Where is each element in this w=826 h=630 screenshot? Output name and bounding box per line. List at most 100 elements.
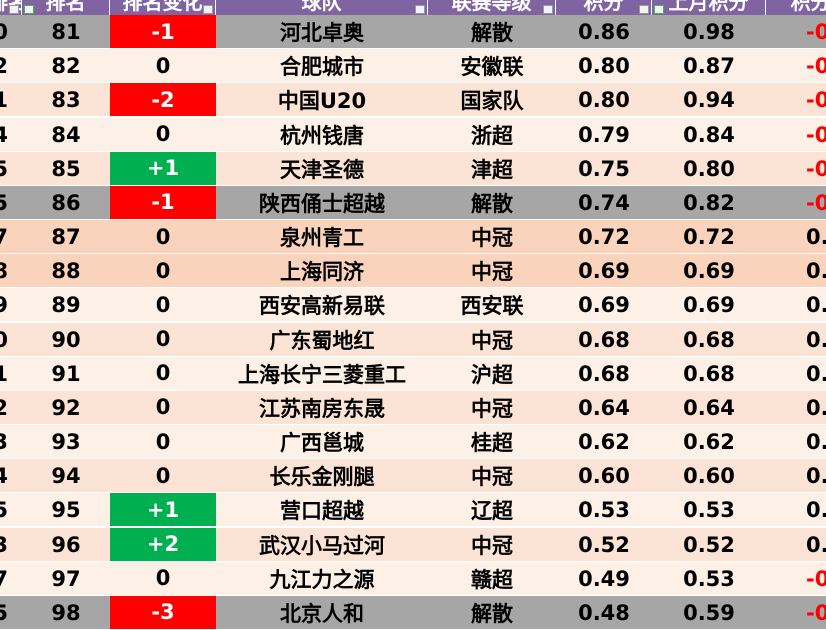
table-cell: 0.69 bbox=[683, 259, 735, 284]
table-cell: 广西邕城 bbox=[280, 431, 364, 456]
table-cell: 0. bbox=[806, 430, 826, 455]
table-cell: 0.69 bbox=[683, 293, 735, 318]
filter-button[interactable] bbox=[9, 5, 19, 14]
table-cell: 中冠 bbox=[471, 226, 513, 251]
table-cell: -0 bbox=[806, 566, 826, 591]
table-cell: 安徽联 bbox=[460, 55, 524, 80]
table-cell: 0.84 bbox=[683, 122, 735, 147]
table-cell: 0.64 bbox=[578, 395, 630, 420]
table-cell: 中冠 bbox=[471, 533, 513, 558]
table-cell: 2 bbox=[0, 54, 8, 79]
table-row bbox=[0, 459, 826, 494]
table-cell: 津超 bbox=[471, 157, 513, 182]
table-row bbox=[0, 220, 826, 255]
table-row bbox=[0, 561, 826, 596]
header-text: 积分 bbox=[583, 0, 624, 14]
header-text: 上月积分 bbox=[668, 0, 749, 14]
table-cell: -0 bbox=[806, 600, 826, 625]
table-cell: 0 bbox=[110, 254, 216, 289]
table-cell: 0 bbox=[110, 323, 216, 357]
table-cell: 3 bbox=[0, 532, 8, 557]
table-cell: 0.68 bbox=[683, 327, 735, 352]
table-cell: 浙超 bbox=[471, 123, 513, 148]
header-text: 联赛等级 bbox=[451, 0, 532, 14]
table-cell: 94 bbox=[51, 464, 81, 489]
filter-button[interactable] bbox=[543, 5, 553, 14]
table-cell: 0.79 bbox=[578, 122, 630, 147]
table-cell: -0 bbox=[806, 20, 826, 45]
table-cell: 93 bbox=[51, 430, 81, 455]
table-cell: 89 bbox=[51, 293, 81, 318]
table-cell: 0.68 bbox=[578, 361, 630, 386]
table-cell: 0.59 bbox=[683, 600, 735, 625]
table-cell: 0.62 bbox=[578, 430, 630, 455]
table-cell: 武汉小马过河 bbox=[259, 533, 385, 558]
table-cell: 九江力之源 bbox=[269, 567, 375, 592]
table-cell: 0.75 bbox=[578, 156, 630, 181]
table-row bbox=[0, 425, 826, 460]
table-cell: 泉州青工 bbox=[280, 226, 364, 251]
table-cell: 8 bbox=[0, 259, 8, 284]
table-cell: 上海同济 bbox=[280, 260, 364, 285]
header-text: 球队 bbox=[301, 0, 342, 14]
filter-button[interactable] bbox=[24, 5, 34, 14]
table-cell: 0.82 bbox=[683, 190, 735, 215]
column-header: 联赛等级 bbox=[428, 0, 556, 15]
table-row bbox=[0, 254, 826, 289]
table-cell: 0.80 bbox=[683, 156, 735, 181]
table-cell: 0.52 bbox=[578, 532, 630, 557]
table-cell: 0.87 bbox=[683, 54, 735, 79]
table-cell: 0 bbox=[110, 357, 216, 391]
table-cell: 86 bbox=[51, 190, 81, 215]
table-cell: 0.80 bbox=[578, 88, 630, 113]
table-cell: 0. bbox=[806, 327, 826, 352]
table-cell: 0. bbox=[806, 361, 826, 386]
table-cell: 95 bbox=[51, 498, 81, 523]
table-cell: 0. bbox=[806, 464, 826, 489]
table-cell: 81 bbox=[51, 20, 81, 45]
table-cell: -0 bbox=[806, 88, 826, 113]
table-cell: 84 bbox=[51, 122, 81, 147]
table-cell: 0 bbox=[110, 288, 216, 323]
table-cell: 5 bbox=[0, 156, 8, 181]
table-cell: 合肥城市 bbox=[280, 55, 364, 80]
column-header: 积分 bbox=[766, 0, 826, 15]
table-cell: 85 bbox=[51, 156, 81, 181]
table-cell: 中冠 bbox=[471, 260, 513, 285]
table-cell: 98 bbox=[51, 600, 81, 625]
table-cell: 解散 bbox=[471, 191, 513, 216]
filter-button[interactable] bbox=[203, 5, 213, 14]
table-cell: 长乐金刚腿 bbox=[269, 465, 375, 490]
table-cell: 天津圣德 bbox=[280, 157, 364, 182]
column-header: 排名变化 bbox=[110, 0, 216, 15]
table-cell: 0.60 bbox=[683, 464, 735, 489]
table-cell: 0 bbox=[110, 459, 216, 494]
table-cell: 0 bbox=[110, 49, 216, 84]
table-cell: 9 bbox=[0, 293, 8, 318]
table-cell: 0.68 bbox=[578, 327, 630, 352]
table-cell: 97 bbox=[51, 566, 81, 591]
column-header: 上月积分 bbox=[652, 0, 766, 15]
table-cell: 0.72 bbox=[683, 225, 735, 250]
table-cell: 解散 bbox=[471, 601, 513, 626]
table-cell: 0 bbox=[0, 327, 8, 352]
column-header: 排名 bbox=[22, 0, 110, 15]
table-cell: 中国U20 bbox=[277, 89, 367, 114]
filter-button[interactable] bbox=[415, 5, 425, 14]
table-cell: 82 bbox=[51, 54, 81, 79]
table-cell: 西安高新易联 bbox=[259, 294, 385, 319]
table-cell: 91 bbox=[51, 361, 81, 386]
table-cell: 0. bbox=[806, 259, 826, 284]
table-cell: 中冠 bbox=[471, 396, 513, 421]
filter-button[interactable] bbox=[639, 5, 649, 14]
table-cell: 0.49 bbox=[578, 566, 630, 591]
filter-button[interactable] bbox=[654, 5, 664, 14]
table-cell: 0 bbox=[110, 220, 216, 255]
table-cell: 杭州钱唐 bbox=[280, 123, 364, 148]
table-cell: 0. bbox=[806, 532, 826, 557]
table-cell: 0.86 bbox=[578, 20, 630, 45]
table-cell: 江苏南房东晟 bbox=[259, 396, 385, 421]
table-row bbox=[0, 288, 826, 323]
table-cell: 5 bbox=[0, 190, 8, 215]
table-cell: 0. bbox=[806, 293, 826, 318]
